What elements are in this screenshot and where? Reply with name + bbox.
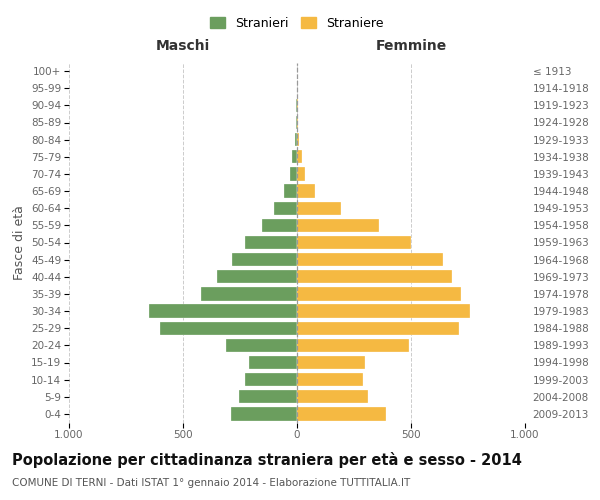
Bar bbox=[262, 218, 297, 232]
Bar bbox=[297, 218, 379, 232]
Bar bbox=[297, 116, 298, 129]
Bar bbox=[239, 390, 297, 404]
Bar bbox=[297, 133, 299, 146]
Bar bbox=[297, 338, 409, 352]
Bar bbox=[297, 407, 386, 420]
Bar bbox=[297, 184, 315, 198]
Bar bbox=[201, 287, 297, 300]
Bar bbox=[297, 304, 470, 318]
Bar bbox=[274, 202, 297, 215]
Bar bbox=[232, 253, 297, 266]
Bar bbox=[297, 253, 443, 266]
Bar bbox=[297, 287, 461, 300]
Bar bbox=[296, 98, 297, 112]
Bar bbox=[297, 236, 411, 249]
Bar bbox=[297, 322, 459, 335]
Bar bbox=[297, 270, 452, 283]
Bar bbox=[297, 356, 365, 369]
Bar bbox=[295, 133, 297, 146]
Bar bbox=[297, 373, 363, 386]
Text: Popolazione per cittadinanza straniera per età e sesso - 2014: Popolazione per cittadinanza straniera p… bbox=[12, 452, 522, 468]
Bar bbox=[217, 270, 297, 283]
Bar bbox=[149, 304, 297, 318]
Bar bbox=[297, 98, 298, 112]
Bar bbox=[245, 373, 297, 386]
Bar bbox=[284, 184, 297, 198]
Bar bbox=[297, 202, 341, 215]
Bar bbox=[296, 116, 297, 129]
Bar bbox=[290, 167, 297, 180]
Bar bbox=[245, 236, 297, 249]
Bar bbox=[292, 150, 297, 164]
Legend: Stranieri, Straniere: Stranieri, Straniere bbox=[206, 13, 388, 34]
Y-axis label: Fasce di età: Fasce di età bbox=[13, 205, 26, 280]
Bar bbox=[160, 322, 297, 335]
Bar bbox=[231, 407, 297, 420]
Text: COMUNE DI TERNI - Dati ISTAT 1° gennaio 2014 - Elaborazione TUTTITALIA.IT: COMUNE DI TERNI - Dati ISTAT 1° gennaio … bbox=[12, 478, 410, 488]
Bar bbox=[297, 150, 302, 164]
Bar bbox=[297, 390, 368, 404]
Bar bbox=[249, 356, 297, 369]
Bar bbox=[226, 338, 297, 352]
Bar bbox=[297, 167, 305, 180]
